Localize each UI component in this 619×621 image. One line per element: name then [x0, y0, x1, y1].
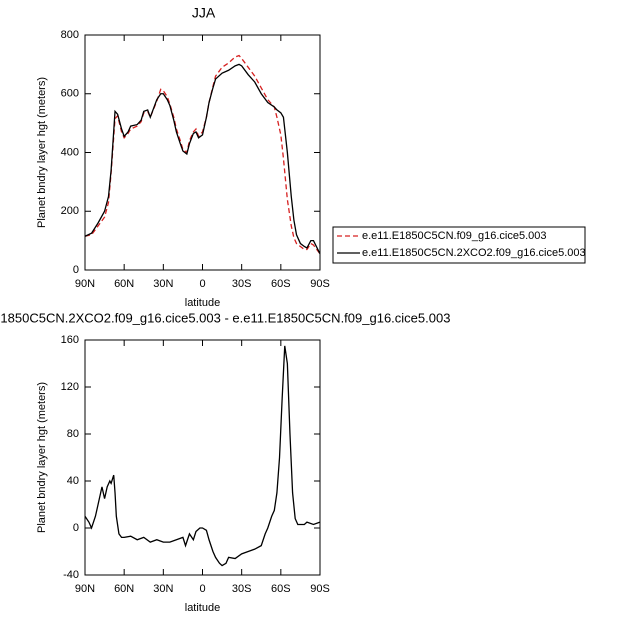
y-tick-label: 400	[61, 146, 79, 158]
y-tick-label: 120	[61, 381, 79, 393]
y-tick-label: 160	[61, 334, 79, 346]
x-tick-label: 90N	[75, 278, 95, 290]
y-axis-label: Planet bndry layer hgt (meters)	[36, 382, 48, 533]
x-axis-label: latitude	[185, 602, 220, 614]
x-tick-label: 30S	[232, 278, 252, 290]
x-tick-label: 0	[199, 583, 205, 595]
y-tick-label: 0	[73, 522, 79, 534]
x-tick-label: 60N	[114, 583, 134, 595]
y-tick-label: 0	[73, 264, 79, 276]
y-tick-label: 40	[67, 475, 79, 487]
x-tick-label: 30S	[232, 583, 252, 595]
y-tick-label: 200	[61, 205, 79, 217]
x-axis-label: latitude	[185, 297, 220, 309]
x-tick-label: 30N	[153, 278, 173, 290]
y-tick-label: 80	[67, 428, 79, 440]
y-axis-label: Planet bndry layer hgt (meters)	[36, 77, 48, 228]
y-tick-label: -40	[63, 569, 79, 581]
x-tick-label: 90N	[75, 583, 95, 595]
y-tick-label: 800	[61, 29, 79, 41]
legend-label: e.e11.E1850C5CN.f09_g16.cice5.003	[362, 230, 547, 242]
data-line	[84, 63, 321, 255]
x-tick-label: 90S	[310, 278, 330, 290]
plot-frame	[84, 339, 321, 576]
x-tick-label: 60S	[271, 583, 291, 595]
y-tick-label: 600	[61, 88, 79, 100]
data-line	[84, 54, 321, 255]
data-line	[84, 345, 321, 567]
legend-label: e.e11.E1850C5CN.2XCO2.f09_g16.cice5.003	[362, 247, 586, 259]
x-tick-label: 0	[199, 278, 205, 290]
chart-title: JJA	[192, 5, 216, 21]
plot-frame	[84, 34, 321, 271]
x-tick-label: 90S	[310, 583, 330, 595]
x-tick-label: 60S	[271, 278, 291, 290]
x-tick-label: 30N	[153, 583, 173, 595]
x-tick-label: 60N	[114, 278, 134, 290]
chart-title: e.e11.E1850C5CN.2XCO2.f09_g16.cice5.003 …	[0, 310, 450, 325]
legend-box	[332, 226, 586, 264]
